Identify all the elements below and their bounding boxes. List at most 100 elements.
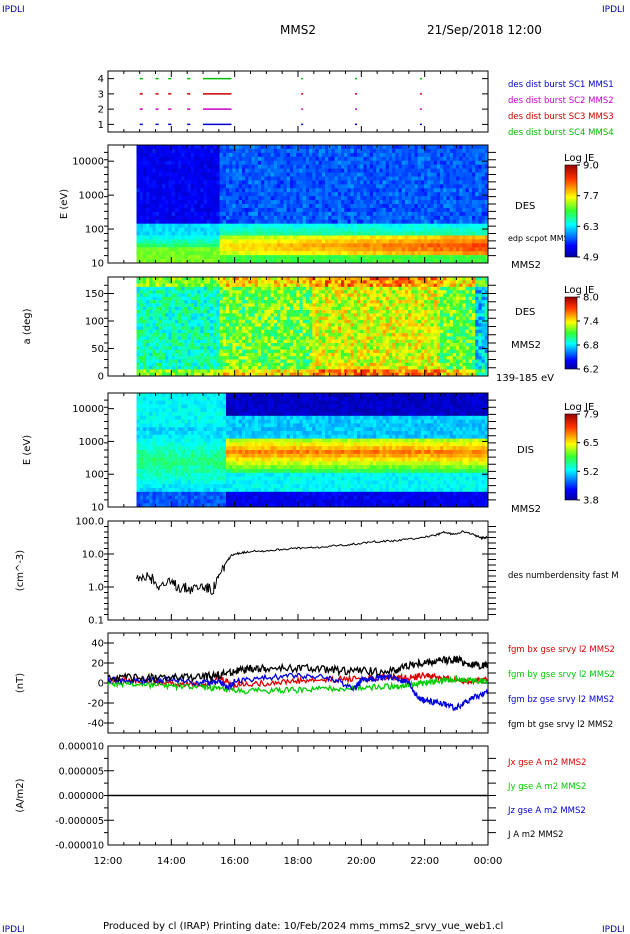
des-energy-cell [302,231,307,236]
des-energy-cell [200,145,205,150]
des-pitch-cell [174,362,179,367]
des-energy-cell [353,145,358,150]
des-energy-cell [190,184,195,189]
des-energy-cell [149,207,153,213]
des-energy-cell [286,259,291,264]
burst-ytick-label: 3 [98,89,104,100]
des-energy-cell [420,259,425,264]
des-pitch-cell [162,333,166,337]
des-energy-cell [331,239,336,244]
des-energy-cell [264,168,268,173]
des-energy-cell [187,192,192,197]
des-pitch-cell [245,293,249,298]
des-energy-cell [353,192,358,197]
des-pitch-cell [222,352,227,357]
des-pitch-cell [187,352,192,357]
footer-text: Produced by cl (IRAP) Printing date: 10/… [103,921,503,932]
des-energy-cell [283,176,288,181]
des-pitch-cell [248,310,252,314]
des-energy-cell [299,200,304,205]
des-pitch-cell [280,362,284,367]
des-pitch-cell [139,293,144,298]
des-energy-cell [344,243,348,248]
des-energy-cell [155,211,160,217]
des-energy-cell [325,145,329,150]
des-energy-cell [257,247,262,252]
des-pitch-cell [155,366,160,370]
des-pitch-cell [229,283,233,288]
des-energy-cell [388,184,393,189]
des-energy-cell [424,223,428,228]
des-energy-cell [264,211,268,217]
des-energy-cell [216,188,220,193]
des-energy-cell [216,251,220,256]
des-energy-cell [430,251,435,256]
des-pitch-cell [238,286,243,291]
des-energy-cell [277,239,281,244]
des-energy-cell [257,239,262,244]
des-pitch-cell [187,283,192,288]
des-energy-cell [168,231,173,236]
des-energy-cell [219,168,224,173]
des-energy-cell [363,259,367,264]
des-energy-cell [142,145,147,150]
des-pitch-cell [238,316,243,321]
des-energy-cell [197,255,201,260]
des-pitch-cell [273,303,278,308]
des-energy-cell [149,164,153,169]
des-energy-cell [162,168,166,173]
des-energy-cell [449,184,454,189]
des-pitch-cell [158,293,163,298]
des-pitch-cell [197,359,201,364]
des-energy-cell [414,164,419,169]
des-energy-cell [296,200,300,205]
des-energy-cell [408,145,412,150]
des-energy-cell [267,160,272,166]
des-energy-cell [449,239,454,244]
des-energy-cell [251,152,256,158]
des-energy-cell [257,184,262,189]
des-energy-cell [136,192,141,197]
des-energy-cell [146,188,150,193]
des-pitch-cell [190,316,195,321]
des-pitch-cell [206,277,211,281]
des-energy-cell [194,192,198,197]
des-energy-cell [356,239,361,244]
des-pitch-cell [203,346,208,350]
des-energy-cell [318,188,323,193]
des-energy-cell [414,251,419,256]
des-energy-cell [171,164,176,169]
des-energy-cell [229,219,233,225]
des-energy-cell [472,188,476,193]
des-pitch-cell [136,310,141,314]
des-energy-cell [216,227,220,232]
des-energy-cell [187,164,192,169]
des-energy-cell [417,192,422,197]
des-energy-cell [187,255,192,260]
des-energy-cell [481,168,486,173]
des-energy-cell [427,148,431,154]
des-energy-cell [478,196,483,201]
des-energy-cell [232,243,236,248]
des-pitch-cell [210,362,214,367]
des-energy-cell [299,192,304,197]
des-energy-cell [382,207,387,213]
des-energy-cell [341,188,345,193]
des-pitch-cell [187,316,192,321]
des-energy-cell [251,259,256,264]
des-pitch-cell [190,290,195,294]
des-energy-cell [475,164,479,169]
des-pitch-cell [264,303,268,308]
des-energy-cell [478,156,483,162]
des-energy-cell [452,251,457,256]
des-energy-cell [436,180,441,185]
des-pitch-cell [174,283,179,288]
des-pitch-cell [158,339,163,344]
des-energy-cell [213,160,217,166]
des-energy-cell [309,176,313,181]
des-pitch-cell [270,349,275,354]
des-energy-cell [197,172,201,177]
des-energy-cell [353,259,358,264]
des-pitch-cell [267,372,272,377]
des-energy-cell [293,160,297,166]
